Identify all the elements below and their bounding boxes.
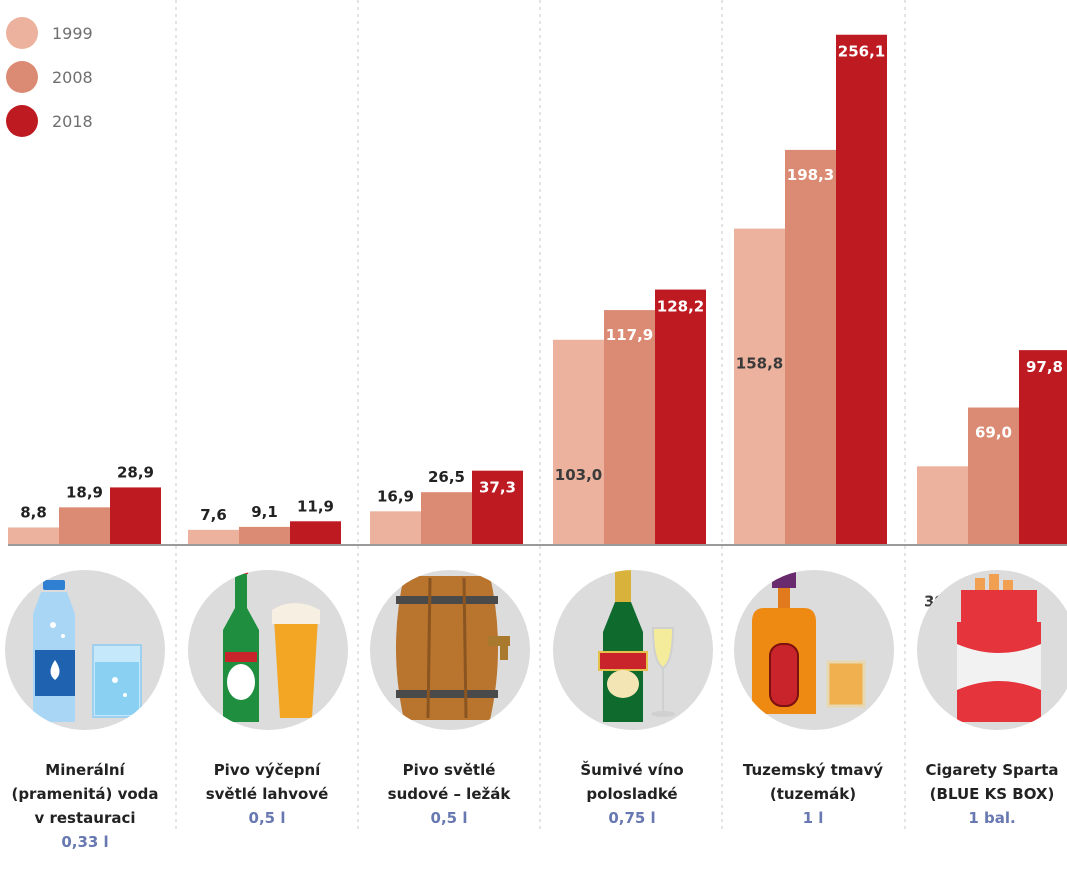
bar-1999-0: [8, 527, 59, 545]
value-label-2008-5: 69,0: [975, 424, 1012, 442]
bar-2018-1: [290, 521, 341, 545]
category-name: Cigarety Sparta (BLUE KS BOX): [925, 761, 1059, 803]
category-unit: 0,75 l: [608, 809, 656, 827]
champagne-bottle-icon: [553, 570, 713, 730]
bar-2008-3: [604, 310, 655, 545]
value-label-1999-1: 7,6: [200, 506, 227, 524]
category-label-mineral-water: Minerální (pramenitá) voda v restauraci …: [10, 734, 160, 878]
category-unit: 1 l: [802, 809, 824, 827]
category-label-sparkling-wine: Šumivé víno polosladké 0,75 l: [557, 734, 707, 854]
category-name: Minerální (pramenitá) voda v restauraci: [11, 761, 159, 827]
value-label-2008-1: 9,1: [251, 503, 278, 521]
category-name: Tuzemský tmavý (tuzemák): [742, 761, 884, 803]
value-label-2018-0: 28,9: [117, 463, 154, 481]
bar-1999-1: [188, 529, 239, 545]
category-name: Pivo světlé sudové – ležák: [387, 761, 511, 803]
category-unit: 0,5 l: [248, 809, 286, 827]
category-label-cigarettes: Cigarety Sparta (BLUE KS BOX) 1 bal.: [917, 734, 1067, 854]
bar-chart: 1999 2008 2018 8,8 18,9 28,9 7,6 9,1 11,9 16,9 26…: [6, 0, 1067, 833]
value-label-2008-4: 198,3: [787, 166, 834, 184]
bar-2018-3: [655, 289, 706, 545]
category-unit: 0,5 l: [430, 809, 468, 827]
category-unit: 1 bal.: [968, 809, 1016, 827]
beer-bottle-icon: [188, 570, 348, 730]
bar-2008-2: [421, 492, 472, 545]
bars-layer: 8,8 18,9 28,9 7,6 9,1 11,9 16,9 26,5 37,3 103,0 11…: [8, 34, 1067, 610]
legend-label-1999: 1999: [52, 24, 93, 43]
value-label-2018-1: 11,9: [297, 497, 334, 515]
bar-2018-2: [472, 470, 523, 545]
category-name: Pivo výčepní světlé lahvové: [205, 761, 329, 803]
legend-label-2018: 2018: [52, 112, 93, 131]
legend-label-2008: 2008: [52, 68, 93, 87]
bar-1999-2: [370, 511, 421, 545]
bar-2018-4: [836, 34, 887, 546]
legend-marker-1999: [6, 17, 38, 49]
legend: 1999 2008 2018: [6, 17, 93, 137]
value-label-1999-2: 16,9: [377, 487, 414, 505]
cigarette-pack-icon: [917, 570, 1067, 730]
category-label-rum: Tuzemský tmavý (tuzemák) 1 l: [738, 734, 888, 854]
value-label-1999-3: 103,0: [555, 466, 602, 484]
value-label-2018-2: 37,3: [479, 479, 516, 497]
bar-2018-0: [110, 487, 161, 545]
legend-marker-2008: [6, 61, 38, 93]
legend-marker-2018: [6, 105, 38, 137]
category-label-draught-beer: Pivo světlé sudové – ležák 0,5 l: [374, 734, 524, 854]
category-unit: 0,33 l: [61, 833, 109, 851]
value-label-2008-2: 26,5: [428, 468, 465, 486]
beer-barrel-icon: [370, 570, 530, 730]
bar-1999-3: [553, 339, 604, 545]
value-label-1999-4: 158,8: [736, 355, 783, 373]
group-separators: [175, 0, 906, 833]
bar-2008-5: [968, 407, 1019, 545]
value-label-1999-0: 8,8: [20, 503, 47, 521]
bar-1999-4: [734, 228, 785, 545]
category-name: Šumivé víno polosladké: [580, 761, 684, 803]
bar-2008-4: [785, 149, 836, 545]
value-label-2018-5: 97,8: [1026, 358, 1063, 376]
value-label-2018-4: 256,1: [838, 43, 885, 61]
bar-2018-5: [1019, 350, 1067, 545]
value-label-2008-0: 18,9: [66, 483, 103, 501]
rum-bottle-icon: [734, 570, 894, 730]
water-bottle-icon: [5, 570, 165, 730]
bar-1999-5: [917, 466, 968, 545]
value-label-2008-3: 117,9: [606, 326, 653, 344]
value-label-2018-3: 128,2: [657, 298, 704, 316]
bar-2008-0: [59, 507, 110, 545]
bar-2008-1: [239, 526, 290, 545]
category-label-bottled-beer: Pivo výčepní světlé lahvové 0,5 l: [192, 734, 342, 854]
